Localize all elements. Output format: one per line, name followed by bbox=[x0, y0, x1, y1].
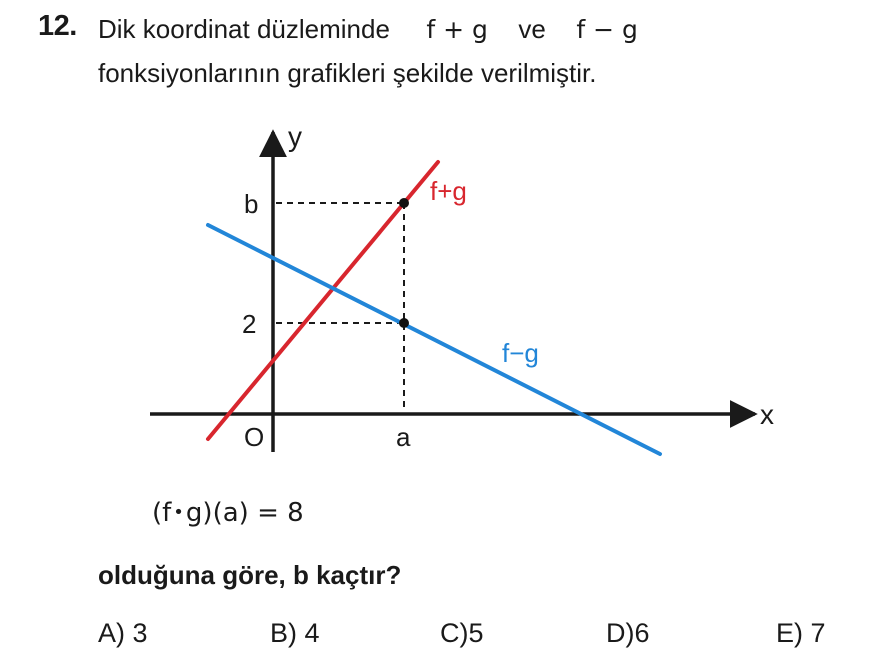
label-f-minus-g: f−g bbox=[502, 338, 539, 368]
option-c[interactable]: C)5 bbox=[440, 618, 484, 649]
tick-label-b: b bbox=[244, 189, 258, 219]
question-stem-line-2: fonksiyonlarının grafikleri şekilde veri… bbox=[98, 58, 597, 88]
given-condition: (f •g)(a) = 8 bbox=[152, 498, 304, 528]
stem-text: Dik koordinat düzleminde bbox=[98, 14, 390, 44]
option-letter: C) bbox=[440, 618, 469, 648]
option-d[interactable]: D)6 bbox=[606, 618, 650, 649]
condition-value: 8 bbox=[287, 498, 304, 528]
x-axis-label: x bbox=[760, 399, 774, 430]
option-value: 3 bbox=[132, 618, 148, 648]
option-letter: A) bbox=[98, 618, 125, 648]
option-letter: E) bbox=[776, 618, 803, 648]
option-letter: D) bbox=[606, 618, 635, 648]
option-value: 7 bbox=[810, 618, 826, 648]
option-a[interactable]: A) 3 bbox=[98, 618, 148, 649]
line-f-minus-g bbox=[206, 223, 662, 456]
condition-open: (f bbox=[152, 498, 172, 528]
option-letter: B) bbox=[270, 618, 297, 648]
expr-f-plus-g: f + g bbox=[426, 15, 488, 44]
question-stem-line-1: Dik koordinat düzleminde f + g ve f − g bbox=[98, 14, 638, 45]
point-a-2 bbox=[399, 318, 409, 328]
expr-f-minus-g: f − g bbox=[576, 15, 638, 44]
y-axis-label: y bbox=[288, 121, 302, 152]
label-f-plus-g: f+g bbox=[430, 176, 467, 206]
point-a-b bbox=[399, 198, 409, 208]
tick-label-2: 2 bbox=[242, 309, 256, 339]
option-b[interactable]: B) 4 bbox=[270, 618, 320, 649]
product-dot: • bbox=[173, 502, 184, 523]
option-e[interactable]: E) 7 bbox=[776, 618, 826, 649]
origin-label: O bbox=[244, 422, 264, 452]
option-value: 5 bbox=[468, 618, 484, 648]
option-value: 4 bbox=[304, 618, 320, 648]
condition-close: g)(a) bbox=[185, 498, 249, 528]
condition-equals: = bbox=[257, 498, 279, 528]
tick-label-a: a bbox=[396, 422, 411, 452]
line-f-plus-g bbox=[206, 160, 440, 441]
question-number: 12. bbox=[38, 10, 77, 42]
stem-conjunction: ve bbox=[518, 14, 546, 44]
question-prompt: olduğuna göre, b kaçtır? bbox=[98, 560, 402, 590]
option-value: 6 bbox=[634, 618, 650, 648]
